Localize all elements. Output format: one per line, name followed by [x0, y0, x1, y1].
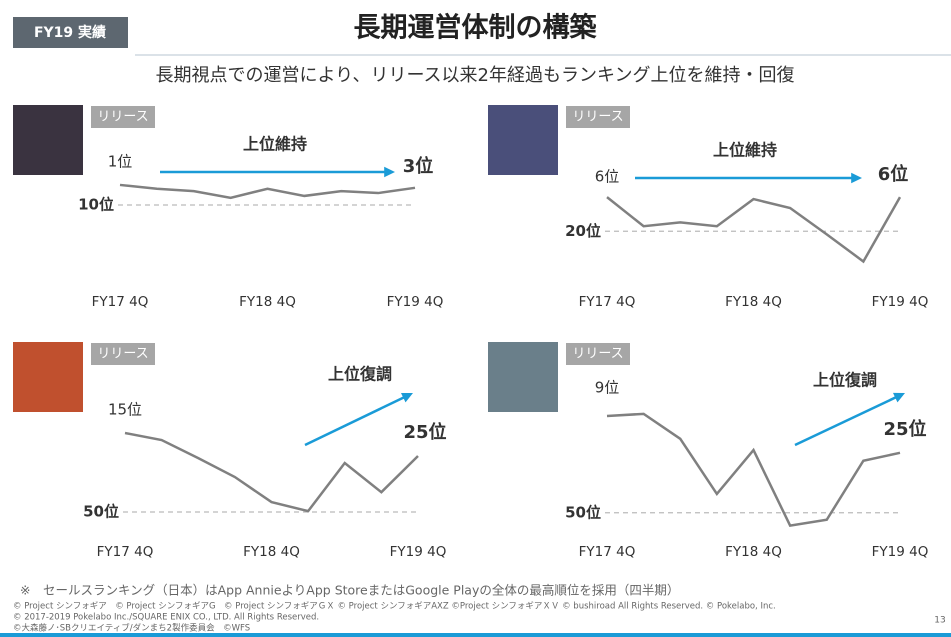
trend-arrowhead — [384, 166, 395, 178]
copyright: © 2017-2019 Pokelabo Inc./SQUARE ENIX CO… — [13, 613, 319, 623]
trend-arrowhead — [401, 392, 413, 403]
y-tick-label: 1位 — [108, 153, 133, 171]
x-tick-label: FY18 4Q — [725, 294, 782, 310]
y-tick-label: 9位 — [595, 379, 620, 397]
subtitle: 長期視点での運営により、リリース以来2年経過もランキング上位を維持・回復 — [156, 65, 795, 86]
release-badge: リリース — [572, 347, 623, 362]
x-tick-label: FY18 4Q — [243, 544, 300, 560]
x-tick-label: FY19 4Q — [872, 294, 929, 310]
x-tick-label: FY19 4Q — [872, 544, 929, 560]
y-tick-label: 50位 — [565, 503, 601, 521]
trend-label: 上位復調 — [328, 365, 392, 384]
x-tick-label: FY17 4Q — [579, 544, 636, 560]
trend-label: 上位維持 — [713, 141, 777, 160]
game-icon — [488, 105, 558, 175]
y-tick-label: 50位 — [83, 503, 119, 521]
y-tick-label: 15位 — [108, 401, 142, 419]
x-tick-label: FY19 4Q — [387, 294, 444, 310]
release-badge-box — [566, 343, 630, 365]
release-badge: リリース — [97, 110, 148, 125]
trend-label: 上位維持 — [243, 135, 307, 154]
copyright: © Project シンフォギア © Project シンフォギアG © Pro… — [13, 602, 776, 612]
ranking-line — [124, 431, 419, 513]
x-tick-label: FY18 4Q — [239, 294, 296, 310]
trend-arrowhead — [851, 172, 862, 184]
badge: FY19 実績 — [34, 24, 106, 41]
release-badge-box — [91, 343, 155, 365]
ranking-line — [606, 196, 902, 264]
badge-box — [13, 17, 128, 48]
page-number: 13 — [934, 616, 945, 626]
trend-label: 上位復調 — [813, 371, 877, 390]
trend-arrow — [304, 395, 407, 447]
footnote: ※ セールスランキング（日本）はApp AnnieよりApp StoreまたはG… — [20, 583, 679, 598]
end-label: 6位 — [878, 163, 909, 185]
copyright: ©大森藤ノ･SBクリエイティブ/ダンまち2製作委員会 ©WFS — [13, 623, 250, 634]
release-badge: リリース — [97, 347, 148, 362]
trend-arrow — [794, 395, 899, 447]
ranking-line — [119, 183, 416, 200]
release-badge: リリース — [572, 110, 623, 125]
x-tick-label: FY17 4Q — [92, 294, 149, 310]
release-badge-box — [566, 106, 630, 128]
y-tick-label: 6位 — [595, 168, 620, 186]
game-icon — [13, 105, 83, 175]
ranking-line — [606, 412, 901, 527]
end-label: 3位 — [403, 155, 434, 177]
game-icon — [488, 342, 558, 412]
game-icon — [13, 342, 83, 412]
x-tick-label: FY17 4Q — [97, 544, 154, 560]
release-badge-box — [91, 106, 155, 128]
x-tick-label: FY18 4Q — [725, 544, 782, 560]
x-tick-label: FY17 4Q — [579, 294, 636, 310]
y-tick-label: 20位 — [565, 222, 601, 240]
bottom-bar — [0, 633, 951, 637]
x-tick-label: FY19 4Q — [390, 544, 447, 560]
trend-arrowhead — [893, 392, 905, 403]
y-tick-label: 10位 — [78, 196, 114, 214]
title: 長期運営体制の構築 — [354, 12, 598, 44]
end-label: 25位 — [403, 421, 446, 443]
end-label: 25位 — [883, 418, 926, 440]
